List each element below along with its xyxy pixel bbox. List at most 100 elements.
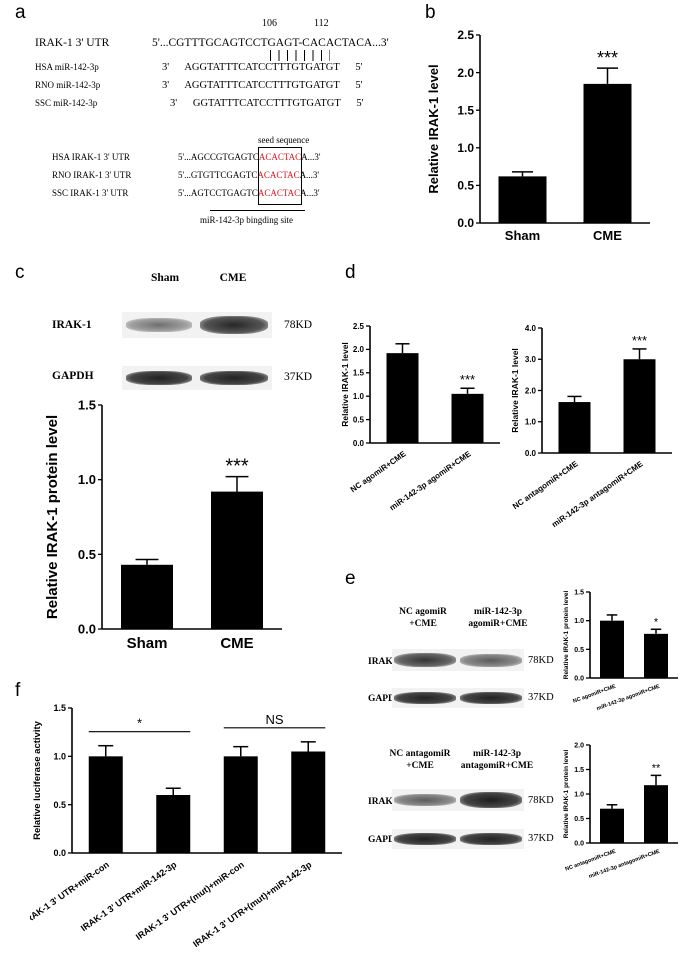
mirna-row-rno-label: RNO miR-142-3p	[35, 80, 101, 90]
y-tick-label: 3.0	[525, 355, 537, 364]
blot-e-top-size-78: 78KD	[528, 655, 554, 666]
comparison-label: *	[137, 716, 142, 731]
significance-label: ***	[597, 48, 618, 68]
category-label: NC antagomiR+CME	[511, 459, 580, 511]
binding-site-line	[210, 210, 305, 211]
utr-row-ssc-label: SSC IRAK-1 3' UTR	[52, 188, 129, 198]
y-tick-label: 1.5	[574, 767, 584, 774]
blot-e-bottom-col-mir: miR-142-3p antagomiR+CME	[460, 749, 534, 771]
y-tick-label: 0.0	[78, 622, 96, 637]
y-axis-label: Relative IRAK-1 protein level	[563, 591, 570, 680]
y-tick-label: 0.0	[353, 439, 365, 448]
y-tick-label: 2.5	[457, 28, 474, 42]
y-tick-label: 0.5	[574, 816, 584, 823]
panel-c-letter: c	[15, 262, 25, 283]
blot-e-band-nc-gapdh	[394, 692, 456, 704]
blot-e-top-col-mir: miR-142-3p agomiR+CME	[468, 607, 528, 629]
blot-e-band-miranta-gapdh	[460, 833, 522, 845]
chart-b-bar: 0.0 0.5 1.0 1.5 2.0 2.5 Relative IRAK-1 level S…	[426, 28, 650, 243]
mirna-row-rno-seq: 3' AGGTATTTCATCCTTTGTGATGT 5'	[162, 80, 363, 91]
category-label: miR-142-3p antagomiR+CME	[588, 849, 661, 880]
blot-c-col-cme: CME	[219, 272, 247, 284]
significance-label: ***	[632, 333, 647, 348]
blot-c-size-37: 37KD	[284, 371, 313, 383]
bar	[644, 785, 668, 843]
category-label: Sham	[505, 228, 540, 243]
blot-e-band-ncanta-gapdh	[394, 833, 456, 845]
y-tick-label: 1.0	[53, 751, 66, 761]
y-tick-label: 1.0	[574, 618, 584, 625]
y-tick-label: 1.0	[353, 392, 365, 401]
blot-c-size-78: 78KD	[284, 319, 313, 331]
category-label: IRAK-1 3' UTR+(mut)+miR-con	[134, 859, 246, 942]
bar	[121, 564, 173, 629]
chart-d1-bar: 0.0 0.5 1.0 1.5 2.0 2.5 Relative IRAK-1 level N…	[340, 322, 500, 512]
y-tick-label: 1.0	[457, 141, 474, 155]
mirna-row-hsa-label: HSA miR-142-3p	[35, 62, 99, 72]
panel-d-letter: d	[345, 262, 356, 283]
blot-e-bottom-size-78: 78KD	[528, 795, 554, 806]
y-tick-label: 1.5	[574, 589, 584, 596]
comparison-label: NS	[265, 712, 283, 727]
y-axis-label: Relative IRAK-1 protein level	[563, 750, 570, 839]
utr-sequence: 5'...CGTTTGCAGTCCTGAGT-CACACTACA...3'	[152, 37, 389, 49]
blot-e-top-row-gapdh: GAPDH	[368, 694, 403, 704]
position-112: 112	[314, 18, 329, 29]
blot-e-band-nc-irak1	[394, 653, 456, 667]
panel-a-letter: a	[15, 2, 26, 23]
bar	[558, 402, 591, 453]
position-106: 106	[262, 18, 277, 29]
utr-row-hsa-label: HSA IRAK-1 3' UTR	[52, 152, 130, 162]
significance-label: **	[652, 762, 661, 774]
pairing-lines	[270, 50, 330, 61]
chart-e2-bar: 0.0 0.5 1.0 1.5 2.0 Relative IRAK-1 protein l…	[563, 742, 678, 880]
bar	[623, 359, 656, 453]
y-axis-label: Relative IRAK-1 level	[426, 64, 441, 193]
blot-e-bottom-col-nc: NC antagomiR +CME	[389, 749, 451, 771]
blot-c-col-sham: Sham	[150, 272, 180, 284]
y-tick-label: 0.5	[53, 800, 66, 810]
y-tick-label: 2.5	[353, 322, 365, 331]
y-tick-label: 1.5	[53, 703, 66, 713]
y-tick-label: 0.5	[457, 179, 474, 193]
y-tick-label: 1.0	[574, 791, 584, 798]
y-tick-label: 1.0	[525, 418, 537, 427]
blot-c-band-sham-irak1	[126, 318, 192, 332]
blot-e-top-row-irak1: IRAK-1	[368, 657, 401, 667]
blot-e-band-mir-irak1	[460, 654, 522, 667]
y-axis-label: Relative IRAK-1 level	[340, 342, 350, 427]
binding-site-label: miR-142-3p bingding site	[200, 215, 293, 225]
y-tick-label: 1.5	[78, 398, 96, 413]
y-tick-label: 0.0	[457, 216, 474, 230]
blot-e-top-size-37: 37KD	[528, 692, 554, 703]
blot-e-band-ncanta-irak1	[394, 794, 456, 806]
category-label: CME	[220, 635, 253, 652]
y-tick-label: 2.0	[457, 66, 474, 80]
significance-label: ***	[225, 456, 249, 478]
utr-row-rno-seq: 5'...GTGTTCGAGTCACACTACA...3'	[178, 170, 320, 180]
y-tick-label: 2.0	[353, 345, 365, 354]
bar	[156, 795, 191, 853]
y-tick-label: 0.5	[78, 547, 96, 562]
mirna-row-hsa-seq: 3' AGGTATTTCATCCTTTGTGATGT 5'	[162, 62, 363, 73]
mirna-row-ssc-seq: 3' GGTATTTCATCCTTTGTGATGT 5'	[170, 98, 364, 109]
blot-e-band-mir-gapdh	[460, 692, 522, 704]
bar	[600, 620, 624, 678]
y-tick-label: 4.0	[525, 324, 537, 333]
blot-e-bottom-size-37: 37KD	[528, 833, 554, 844]
y-tick-label: 0.0	[525, 449, 537, 458]
category-label: CME	[593, 228, 622, 243]
blot-e-bottom-row-irak1: IRAK-1	[368, 797, 401, 807]
bar	[88, 756, 123, 853]
seed-box	[258, 147, 302, 205]
panel-f-letter: f	[15, 680, 21, 701]
utr-row-hsa-seq: 5'...AGCCGTGAGTCACACTACA...3'	[178, 152, 321, 162]
y-axis-label: Relative IRAK-1 protein level	[44, 415, 61, 619]
mirna-row-ssc-label: SSC miR-142-3p	[35, 98, 98, 108]
bar	[451, 393, 484, 443]
category-label: IRAK-1 3' UTR+(mut)+miR-142-3p	[191, 859, 314, 949]
blot-e-bottom-row-gapdh: GAPDH	[368, 835, 403, 845]
blot-e-band-miranta-irak1	[460, 792, 522, 808]
y-tick-label: 0.0	[574, 675, 584, 682]
blot-c-band-cme-irak1	[200, 316, 268, 334]
